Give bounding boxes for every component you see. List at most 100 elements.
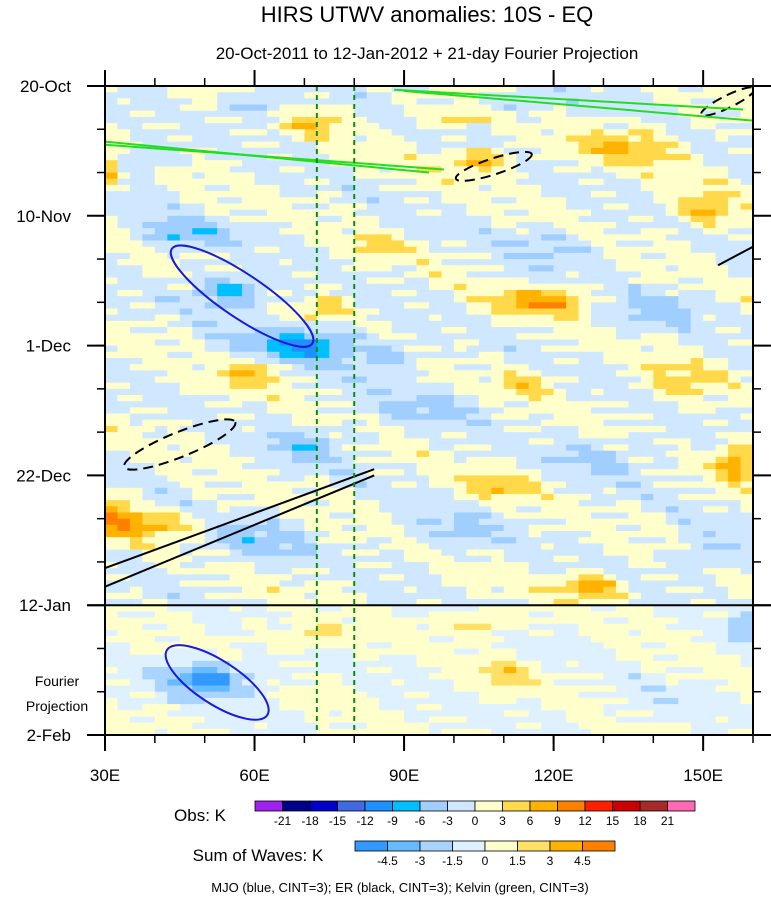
- heatmap-cell: [740, 549, 753, 557]
- heatmap-cell: [516, 592, 530, 600]
- heatmap-cell: [628, 376, 642, 384]
- heatmap-cell: [117, 252, 131, 260]
- heatmap-cell: [441, 463, 455, 470]
- heatmap-cell: [728, 246, 742, 254]
- heatmap-cell: [167, 599, 181, 606]
- heatmap-cell: [105, 463, 119, 470]
- heatmap-cell: [728, 413, 742, 421]
- heatmap-cell: [105, 265, 119, 273]
- heatmap-cell: [591, 617, 605, 625]
- heatmap-cell: [516, 531, 530, 538]
- heatmap-cell: [217, 660, 231, 668]
- heatmap-cell: [690, 110, 704, 118]
- heatmap-cell: [105, 376, 119, 384]
- heatmap-cell: [192, 333, 206, 341]
- heatmap-cell: [478, 623, 492, 631]
- heatmap-cell: [204, 153, 218, 161]
- heatmap-cell: [528, 339, 542, 347]
- heatmap-cell: [379, 308, 393, 316]
- heatmap-cell: [105, 444, 119, 452]
- heatmap-cell: [690, 401, 704, 409]
- heatmap-cell: [167, 246, 181, 254]
- heatmap-cell: [466, 463, 480, 470]
- heatmap-cell: [541, 673, 555, 680]
- heatmap-cell: [279, 184, 293, 192]
- heatmap-cell: [154, 184, 168, 192]
- heatmap-cell: [541, 339, 555, 347]
- heatmap-cell: [379, 160, 393, 167]
- heatmap-cell: [653, 673, 667, 680]
- heatmap-cell: [715, 568, 729, 575]
- heatmap-cell: [217, 197, 231, 205]
- heatmap-cell: [316, 265, 330, 273]
- heatmap-cell: [429, 153, 443, 161]
- heatmap-cell: [204, 506, 218, 514]
- heatmap-cell: [690, 296, 704, 303]
- heatmap-cell: [416, 531, 430, 538]
- heatmap-cell: [541, 425, 555, 433]
- heatmap-cell: [129, 271, 143, 279]
- heatmap-cell: [204, 215, 218, 223]
- heatmap-cell: [229, 116, 243, 124]
- heatmap-cell: [566, 475, 580, 483]
- heatmap-cell: [154, 92, 168, 99]
- heatmap-cell: [192, 432, 206, 439]
- heatmap-cell: [665, 574, 679, 582]
- heatmap-cell: [341, 191, 355, 198]
- heatmap-cell: [366, 209, 380, 217]
- heatmap-cell: [541, 221, 555, 229]
- heatmap-cell: [217, 153, 231, 161]
- heatmap-cell: [217, 574, 231, 582]
- heatmap-cell: [217, 636, 231, 643]
- heatmap-cell: [117, 660, 131, 668]
- heatmap-cell: [154, 518, 168, 526]
- heatmap-cell: [441, 438, 455, 446]
- heatmap-cell: [516, 450, 530, 458]
- heatmap-cell: [254, 475, 268, 483]
- heatmap-cell: [678, 549, 692, 557]
- heatmap-cell: [715, 345, 729, 353]
- heatmap-cell: [329, 586, 343, 594]
- heatmap-cell: [242, 92, 256, 99]
- heatmap-cell: [179, 432, 193, 439]
- heatmap-cell: [566, 623, 580, 631]
- heatmap-cell: [416, 320, 430, 328]
- heatmap-cell: [453, 475, 467, 483]
- heatmap-cell: [453, 240, 467, 248]
- heatmap-cell: [690, 160, 704, 167]
- heatmap-cell: [441, 246, 455, 254]
- heatmap-cell: [678, 592, 692, 600]
- heatmap-cell: [665, 481, 679, 489]
- heatmap-cell: [179, 456, 193, 464]
- heatmap-cell: [516, 543, 530, 551]
- heatmap-cell: [478, 141, 492, 149]
- heatmap-cell: [217, 561, 231, 569]
- heatmap-cell: [441, 259, 455, 266]
- heatmap-cell: [192, 203, 206, 211]
- heatmap-cell: [391, 648, 405, 656]
- heatmap-cell: [129, 438, 143, 446]
- heatmap-cell: [690, 333, 704, 341]
- heatmap-cell: [379, 314, 393, 322]
- heatmap-cell: [391, 444, 405, 452]
- heatmap-cell: [690, 623, 704, 631]
- heatmap-cell: [129, 537, 143, 544]
- heatmap-cell: [167, 234, 181, 242]
- heatmap-cell: [516, 370, 530, 378]
- heatmap-cell: [154, 197, 168, 205]
- heatmap-cell: [279, 364, 293, 371]
- heatmap-cell: [528, 104, 542, 112]
- heatmap-cell: [291, 339, 305, 347]
- heatmap-cell: [665, 518, 679, 526]
- heatmap-cell: [391, 456, 405, 464]
- heatmap-cell: [379, 333, 393, 341]
- heatmap-cell: [354, 469, 368, 476]
- heatmap-cell: [179, 561, 193, 569]
- heatmap-cell: [192, 209, 206, 217]
- heatmap-cell: [615, 611, 629, 619]
- heatmap-cell: [478, 611, 492, 619]
- heatmap-cell: [341, 259, 355, 266]
- heatmap-cell: [242, 234, 256, 242]
- heatmap-cell: [242, 401, 256, 409]
- heatmap-cell: [503, 209, 517, 217]
